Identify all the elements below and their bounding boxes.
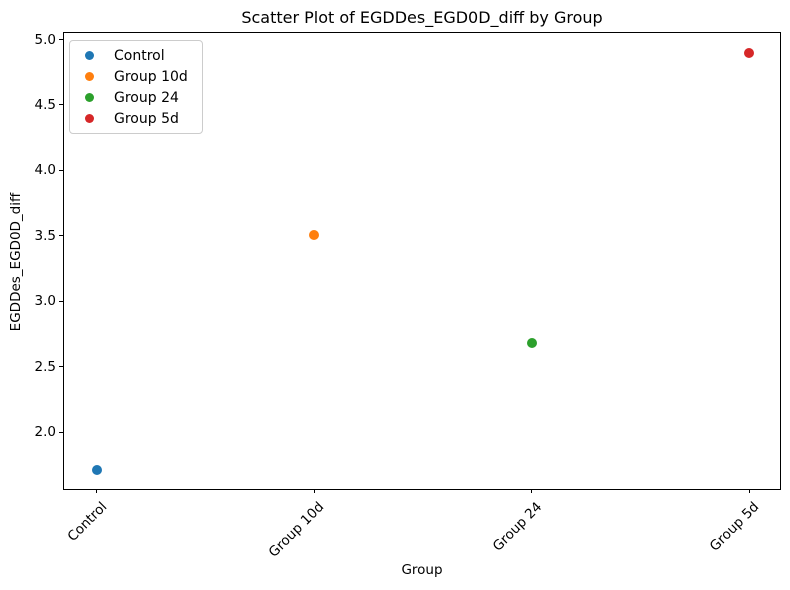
legend-label: Control xyxy=(114,47,165,64)
y-tick-label: 2.0 xyxy=(34,424,56,441)
y-tick-label: 5.0 xyxy=(34,31,56,48)
legend-marker-icon xyxy=(85,72,94,81)
chart-title: Scatter Plot of EGDDes_EGD0D_diff by Gro… xyxy=(241,8,603,27)
legend-entry-group-5d: Group 5d xyxy=(85,108,188,129)
x-tick-mark xyxy=(313,489,315,493)
legend-entry-group-24: Group 24 xyxy=(85,87,188,108)
y-axis-label: EGDDes_EGD0D_diff xyxy=(8,192,24,332)
legend-label: Group 24 xyxy=(114,89,179,106)
legend-entry-group-10d: Group 10d xyxy=(85,66,188,87)
legend-marker-icon xyxy=(85,51,94,60)
y-tick-mark xyxy=(59,235,63,237)
y-tick-label: 2.5 xyxy=(34,358,56,375)
data-point-control xyxy=(91,465,102,476)
data-point-group-24 xyxy=(526,338,537,349)
y-tick-label: 4.0 xyxy=(34,162,56,179)
x-tick-mark xyxy=(531,489,533,493)
y-tick-mark xyxy=(59,366,63,368)
legend-box: Control Group 10d Group 24 Group 5d xyxy=(69,40,203,134)
y-tick-mark xyxy=(59,39,63,41)
x-tick-mark xyxy=(96,489,98,493)
legend-marker-icon xyxy=(85,114,94,123)
data-point-group-5d xyxy=(744,47,755,58)
y-tick-label: 4.5 xyxy=(34,96,56,113)
x-tick-label: Group 24 xyxy=(489,499,546,555)
x-axis-label: Group xyxy=(401,562,443,578)
legend-label: Group 5d xyxy=(114,110,179,127)
x-tick-label: Control xyxy=(64,499,110,545)
y-tick-mark xyxy=(59,300,63,302)
data-point-group-10d xyxy=(309,229,320,240)
y-tick-mark xyxy=(59,431,63,433)
y-tick-label: 3.0 xyxy=(34,293,56,310)
y-tick-mark xyxy=(59,169,63,171)
y-tick-mark xyxy=(59,104,63,106)
legend-label: Group 10d xyxy=(114,68,188,85)
legend-marker-icon xyxy=(85,93,94,102)
x-tick-label: Group 10d xyxy=(265,499,328,561)
legend-entry-control: Control xyxy=(85,45,188,66)
x-tick-label: Group 5d xyxy=(707,499,763,555)
plot-area: Control Group 10d Group 24 Group 5d 2.0 2.5 3… xyxy=(35,32,781,561)
y-tick-label: 3.5 xyxy=(34,227,56,244)
x-tick-mark xyxy=(748,489,750,493)
